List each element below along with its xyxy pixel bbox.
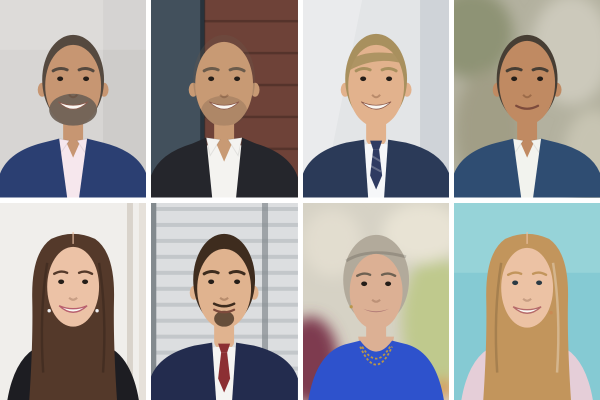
- jacket-left: [302, 139, 368, 198]
- nose: [522, 297, 532, 302]
- gold-chain-necklace: [358, 345, 393, 365]
- jacket-right: [232, 342, 298, 400]
- open-collar-skin: [518, 139, 535, 158]
- beard: [49, 93, 98, 126]
- smile-mouth: [360, 101, 391, 110]
- eyes: [359, 76, 392, 82]
- portrait-illustration-6: [151, 202, 298, 400]
- open-collar-skin: [214, 138, 235, 162]
- tie: [218, 352, 231, 393]
- nose: [370, 94, 381, 99]
- portrait-photo-4: [453, 0, 600, 198]
- jacket-left: [453, 138, 521, 198]
- jacket-left: [151, 137, 213, 198]
- tie-knot: [369, 140, 382, 150]
- window-frame-line: [126, 202, 133, 400]
- eyebrows: [51, 67, 95, 73]
- earring-right: [95, 308, 99, 312]
- eyebrows: [52, 269, 94, 275]
- face: [498, 40, 555, 125]
- portrait-photo-2: [151, 0, 298, 198]
- portrait-illustration-2: [151, 0, 298, 198]
- jacket-right: [79, 138, 147, 198]
- face: [197, 248, 252, 329]
- eyes: [360, 281, 391, 286]
- nose: [68, 296, 78, 301]
- hair-strand-right: [551, 262, 560, 373]
- eyebrows: [202, 269, 246, 275]
- eyebrows: [354, 67, 398, 73]
- eyes: [57, 76, 90, 82]
- collar-right: [227, 137, 243, 157]
- smile-mouth: [57, 101, 89, 110]
- portrait-photo-6: [151, 202, 298, 400]
- portrait-illustration-7: [302, 202, 449, 400]
- portrait-illustration-8: [453, 202, 600, 400]
- window-frame: [262, 202, 269, 400]
- goatee: [214, 310, 235, 327]
- slight-smile-mouth: [213, 308, 236, 313]
- eyes: [511, 280, 542, 285]
- hair-strand-right: [97, 262, 106, 373]
- portrait-photo-3: [302, 0, 449, 198]
- nose: [219, 296, 230, 301]
- wall-edge: [151, 202, 157, 400]
- face: [47, 246, 100, 327]
- tie-stripes: [369, 154, 382, 173]
- face: [500, 247, 553, 328]
- eyebrows: [506, 270, 548, 276]
- smile-mouth: [58, 304, 88, 313]
- nose: [370, 298, 381, 303]
- collar-left: [205, 137, 222, 157]
- eyes: [58, 279, 89, 284]
- jacket-left: [0, 138, 68, 198]
- jacket-right: [532, 138, 600, 198]
- swept-fringe: [347, 52, 404, 70]
- hair-strand-left: [494, 262, 503, 373]
- portrait-photo-1: [0, 0, 147, 198]
- smile-mouth: [512, 305, 542, 314]
- smile-mouth: [209, 101, 240, 110]
- face: [349, 253, 403, 330]
- portrait-illustration-5: [0, 202, 147, 400]
- portrait-photo-8: [453, 202, 600, 400]
- eyebrows: [505, 67, 549, 73]
- eyebrows: [355, 271, 396, 277]
- blue-top: [307, 340, 444, 400]
- background-edge: [138, 202, 147, 400]
- open-collar-skin: [65, 139, 82, 158]
- moustache: [213, 301, 236, 308]
- eyebrows: [202, 67, 246, 73]
- portrait-illustration-1: [0, 0, 147, 198]
- nose: [522, 94, 532, 99]
- tie-knot: [218, 343, 231, 353]
- eyes: [208, 76, 241, 82]
- portrait-illustration-4: [453, 0, 600, 198]
- eyes: [208, 279, 241, 284]
- face: [195, 41, 254, 127]
- background-light: [302, 0, 362, 198]
- hair-strand-left: [40, 262, 49, 373]
- jacket-right: [383, 139, 449, 198]
- jacket-right: [236, 137, 298, 198]
- portrait-illustration-3: [302, 0, 449, 198]
- earring-left: [349, 304, 353, 308]
- nose: [68, 94, 78, 99]
- tie: [369, 149, 382, 190]
- slight-smile-mouth: [514, 104, 539, 110]
- closed-smile-lips: [362, 308, 389, 312]
- hair-sweep-line: [344, 250, 406, 262]
- jacket-left: [151, 342, 217, 400]
- portrait-photo-5: [0, 202, 147, 400]
- earring-left: [47, 308, 51, 312]
- face: [347, 44, 404, 127]
- eyes: [510, 76, 543, 82]
- portrait-photo-7: [302, 202, 449, 400]
- foliage-blob: [453, 0, 513, 78]
- nose: [219, 94, 230, 99]
- earring-right: [549, 310, 553, 314]
- stubble: [201, 95, 248, 126]
